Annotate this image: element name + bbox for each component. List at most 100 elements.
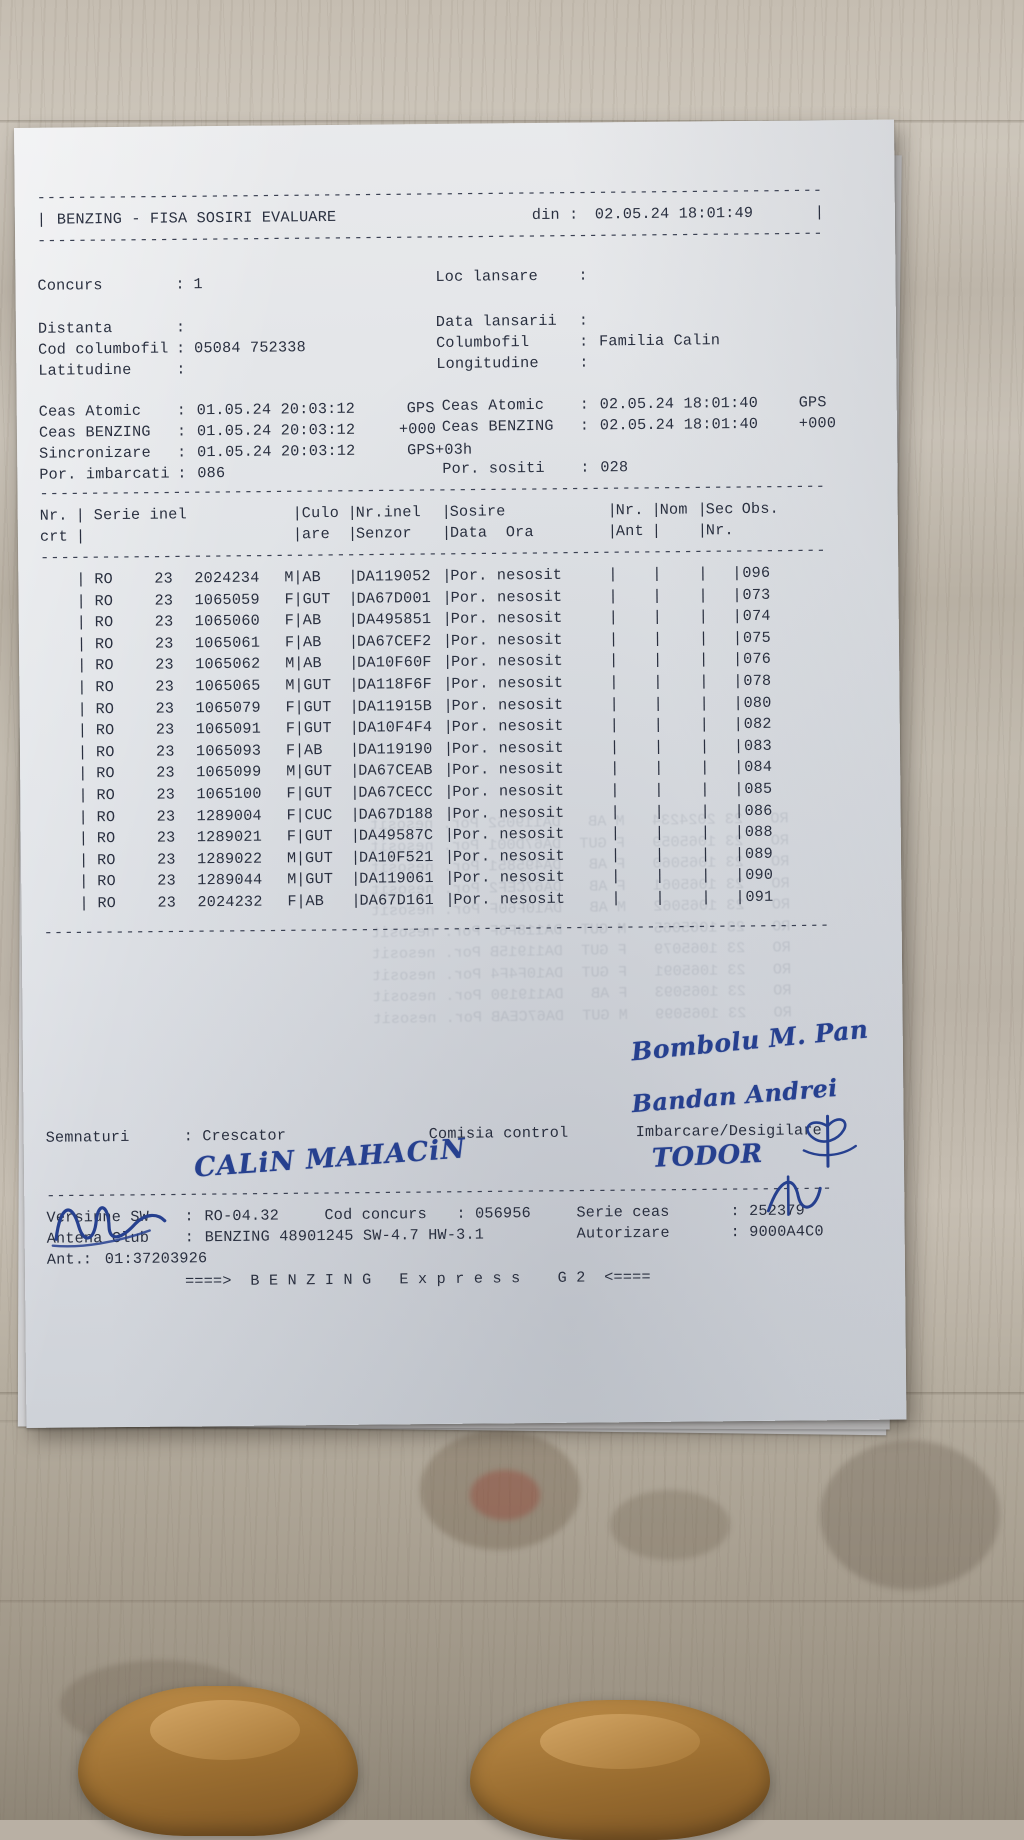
footer-label-cod-concurs: Cod concurs [324,1205,427,1225]
table-cell-year: 23 [156,850,176,869]
table-cell-serial: 1065100 [196,784,262,804]
col-divider: | [608,586,618,605]
table-cell-serial: 1065061 [194,633,261,653]
col-head-serie-inel: Serie inel [93,505,187,525]
field-sep-concurs: : [175,275,185,294]
col-divider: | [608,565,618,584]
table-cell-year: 23 [154,634,174,653]
table-cell-culoare: GUT [305,870,334,889]
shoe-left-toe [150,1700,300,1760]
table-cell-sosire: Por. nesosit [453,868,566,888]
table-cell-country: RO [96,850,116,870]
clock-value-ceas-benzing-end: 02.05.24 18:01:40 [599,414,759,435]
table-cell-obs: 089 [744,844,774,863]
field-label-data-lansarii: Data lansarii [435,311,558,331]
table-cell-serial: 1289021 [196,827,263,847]
col-divider: | [610,802,621,821]
table-cell-country: RO [95,742,115,762]
col-divider: | [652,629,663,648]
col-divider: | [653,737,664,756]
field-sep-longitudine: : [579,353,589,372]
col-head-obs: Obs. [741,499,780,519]
title-bar-glyph: | [36,210,47,229]
col-divider: | [655,888,665,907]
col-divider: | [734,823,745,842]
table-cell-obs: 080 [743,693,772,712]
table-cell-year: 23 [156,828,176,847]
col-divider: | [699,650,709,669]
table-cell-senzor: DA67D161 [359,891,435,910]
footer-value-antena-club: BENZING 48901245 SW-4.7 HW-3.1 [204,1225,485,1247]
col-divider: | [653,651,663,670]
table-cell-senzor: DA495851 [356,610,432,629]
col-divider: | [654,845,665,864]
col-divider: | [610,759,620,778]
table-cell-culoare: GUT [304,762,333,781]
footer-sep-1: : [184,1207,194,1226]
table-cell-year: 23 [155,655,174,675]
table-cell-country: RO [94,591,114,610]
clock-value-ceas-benzing-start: 01.05.24 20:03:12 [196,420,356,441]
col-divider: | [610,824,621,843]
clock-suffix-ceas-benzing-end: +000 [798,414,837,433]
field-label-loc-lansare: Loc lansare [435,266,538,286]
table-cell-year: 23 [155,720,175,739]
col-divider: | [732,628,743,647]
table-cell-country: RO [97,894,117,913]
col-divider: | [700,801,711,821]
handwriting-semnaturi-scribble [39,1129,178,1316]
field-value-cod-columbofil: 05084 752338 [194,338,306,358]
col-divider: | [732,585,742,604]
table-cell-sosire: Por. nesosit [452,824,565,845]
table-cell-serial: 1065079 [195,698,261,717]
col-divider: | [700,845,711,864]
field-label-concurs: Concurs [37,276,103,295]
table-cell-sex: F [285,741,296,760]
table-cell-culoare: AB [305,892,325,911]
surface-stain [420,1430,580,1550]
col-divider: | [700,823,711,842]
table-cell-country: RO [96,764,115,783]
handwriting-comisia-line-3: TODOR [651,1138,764,1174]
table-cell-sosire: Por. nesosit [450,565,563,585]
col-divider: | [699,715,710,734]
table-cell-senzor: DA119052 [356,567,431,586]
surface-stain [610,1490,730,1560]
table-cell-sosire: Por. nesosit [451,738,564,758]
col-divider: | [75,506,86,525]
field-label-latitudine: Latitudine [38,360,132,380]
col-divider: | [699,672,709,691]
table-cell-culoare: GUT [303,697,332,716]
printed-at-label: din : [531,205,579,225]
clock-value-ceas-atomic-start: 01.05.24 20:03:12 [196,399,356,420]
table-cell-serial: 1065099 [196,763,262,782]
col-divider: | [609,738,620,757]
col-divider: | [698,564,708,583]
col-divider: | [700,780,710,799]
table-cell-senzor: DA10F4F4 [357,718,433,737]
handwriting-imbarcare-flourish [793,1072,864,1209]
col-head-ant: Ant [615,521,644,541]
table-cell-serial: 1065062 [195,655,261,674]
col-head-crt: crt [39,527,68,546]
col-divider: | [77,743,88,762]
col-divider: | [701,866,711,885]
table-cell-year: 23 [154,569,174,588]
clock-sep-2: : [176,422,187,441]
table-cell-country: RO [97,872,116,891]
table-cell-sex: M [286,849,297,868]
table-cell-obs: 090 [745,866,774,885]
table-cell-serial: 1065059 [194,590,260,609]
col-divider: | [733,693,743,712]
table-cell-obs: 076 [743,650,772,669]
table-cell-sosire: Por. nesosit [451,652,564,672]
table-cell-year: 23 [156,785,176,804]
col-head-sosire: Sosire [449,502,506,521]
label-por-sositi: Por. sositi [442,458,545,478]
col-divider: | [653,694,663,713]
col-divider: | [652,564,662,583]
title-bar-glyph-right: | [814,203,825,222]
col-head-data-ora: Data Ora [449,523,534,542]
table-cell-country: RO [94,570,114,589]
field-label-columbofil: Columbofil [435,333,530,352]
